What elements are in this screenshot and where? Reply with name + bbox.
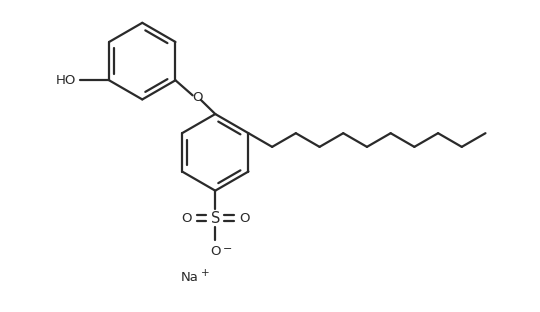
Text: −: −	[222, 245, 232, 255]
Text: +: +	[201, 268, 210, 278]
Text: HO: HO	[56, 74, 76, 87]
Text: O: O	[192, 91, 202, 104]
Text: S: S	[211, 211, 220, 226]
Text: O: O	[239, 212, 249, 225]
Text: O: O	[181, 212, 192, 225]
Text: O: O	[210, 246, 220, 258]
Text: Na: Na	[181, 271, 199, 284]
